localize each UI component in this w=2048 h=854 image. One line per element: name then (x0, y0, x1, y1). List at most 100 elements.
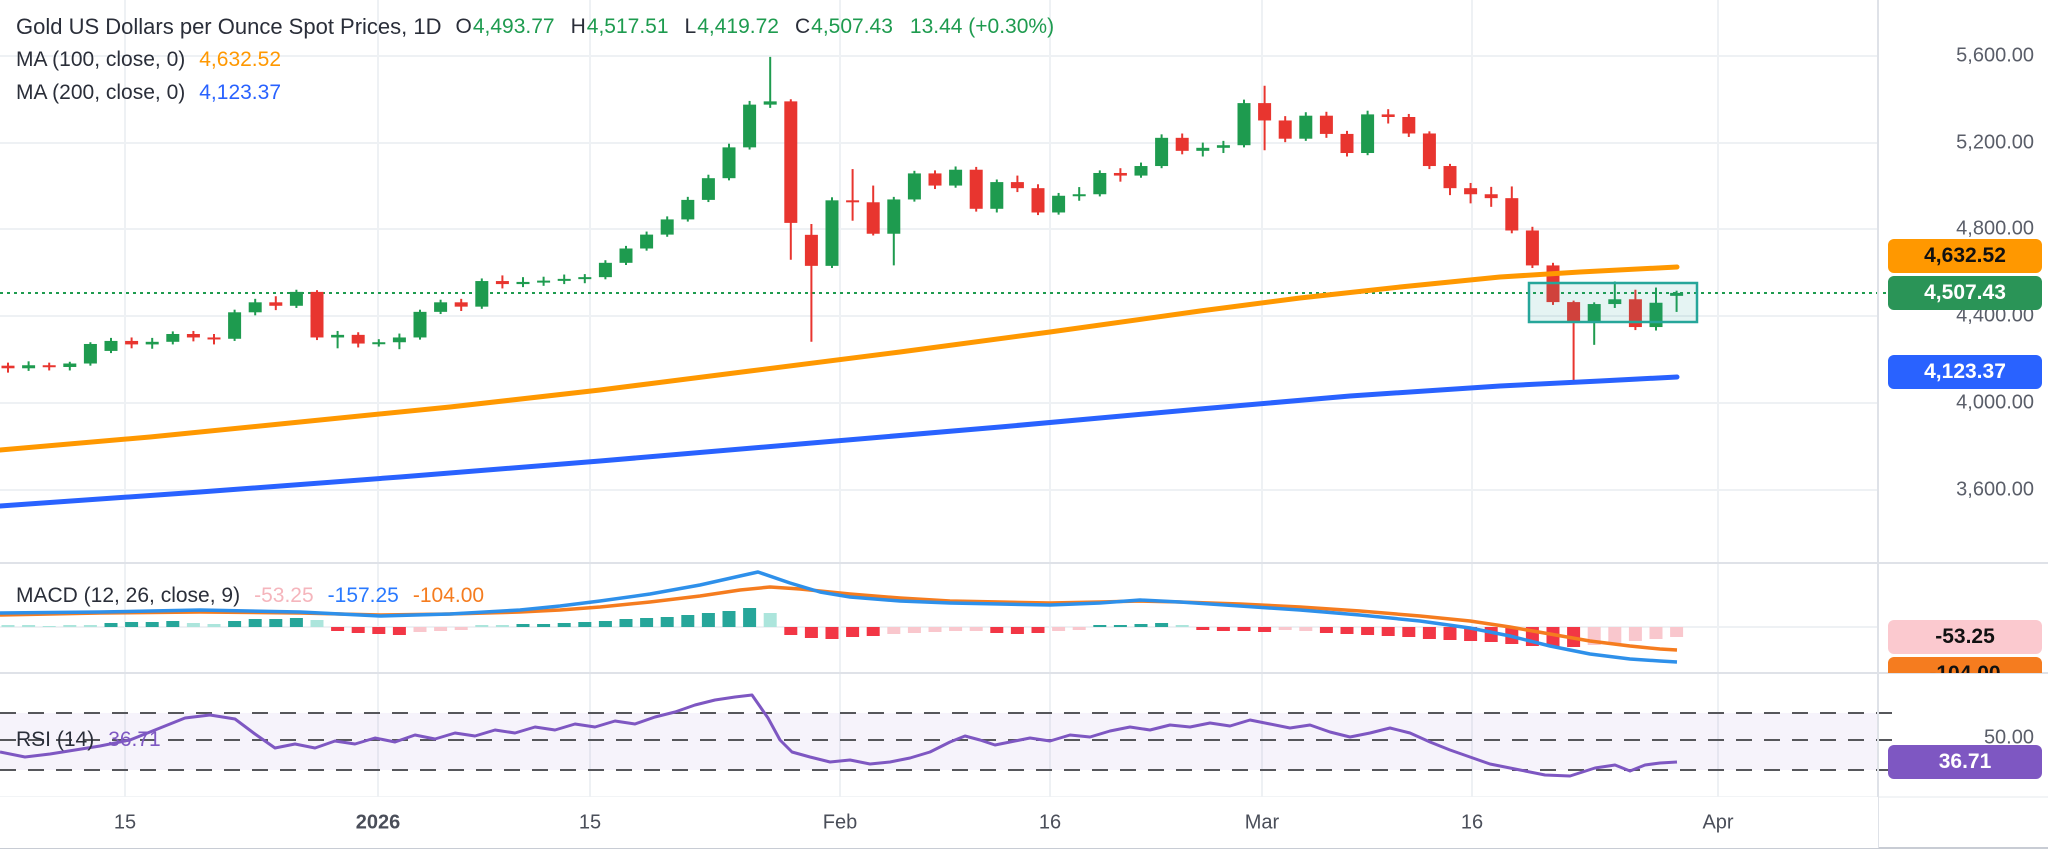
candle (1587, 304, 1601, 323)
candle (1670, 292, 1684, 296)
ohlc-item-change: 13.44 (+0.30%) (909, 15, 1055, 38)
time-axis-label-apr: Apr (1702, 811, 1734, 833)
candle (598, 262, 612, 278)
macd-hist-badge: -53.25 (1888, 620, 2042, 654)
rsi-label: RSI (14) (16, 728, 95, 751)
candle (495, 281, 509, 285)
macd-line (0, 570, 1678, 664)
candle (1628, 299, 1642, 328)
candle (1237, 103, 1251, 146)
price-axis-label: 4,800.00 (1956, 217, 2034, 240)
candle (310, 291, 324, 338)
candle (784, 101, 798, 223)
macd-signal-value: -104.00 (412, 584, 485, 607)
ohlc-item-O: O 4,493.77 (455, 15, 555, 38)
candle (990, 182, 1004, 209)
candle (331, 334, 345, 338)
candle (1216, 145, 1230, 148)
ma200-legend[interactable]: MA (200, close, 0) 4,123.37 (16, 81, 281, 105)
rsi-line (0, 693, 1678, 778)
time-axis-label-16: 16 (1038, 811, 1062, 833)
ma100-value: 4,632.52 (199, 48, 281, 71)
ma200-label: MA (200, close, 0) (16, 81, 186, 104)
candle (578, 277, 592, 280)
candle (248, 302, 262, 313)
ma100-legend[interactable]: MA (100, close, 0) 4,632.52 (16, 48, 281, 72)
candle (1010, 182, 1024, 189)
candle (42, 365, 56, 368)
macd-label: MACD (12, 26, close, 9) (16, 584, 241, 607)
candle (804, 234, 818, 266)
candle (1608, 299, 1622, 305)
candle (83, 343, 97, 364)
candle (413, 311, 427, 338)
ma100-line (0, 264, 1680, 453)
ma100-badge: 4,632.52 (1888, 239, 2042, 273)
candle (1, 365, 15, 369)
candle (207, 337, 221, 340)
time-axis-label-mar: Mar (1244, 811, 1280, 833)
candle (1319, 115, 1333, 134)
candle (640, 234, 654, 249)
candle (1175, 137, 1189, 151)
candle (1422, 133, 1436, 167)
price-axis-label: 4,400.00 (1956, 304, 2034, 327)
ohlc-item-C: C 4,507.43 (794, 15, 893, 38)
macd-pane (0, 570, 1684, 664)
ma200-line (0, 374, 1680, 509)
rsi-badge: 36.71 (1888, 745, 2042, 779)
candle (1113, 172, 1127, 176)
candle (660, 219, 674, 235)
candle (1299, 115, 1313, 139)
time-axis-label-15: 15 (578, 811, 602, 833)
symbol-title: Gold US Dollars per Ounce Spot Prices, 1… (16, 14, 442, 39)
symbol-header[interactable]: Gold US Dollars per Ounce Spot Prices, 1… (16, 14, 1054, 40)
candle (1443, 166, 1457, 189)
price-axis[interactable]: 5,600.00 5,200.00 4,800.00 4,400.00 4,000.00… (1878, 0, 2048, 848)
price-axis-label: 5,600.00 (1956, 44, 2034, 67)
gridlines (0, 0, 1878, 797)
candle (619, 248, 633, 263)
last-price-badge: 4,507.43 (1888, 276, 2042, 310)
candle (1402, 116, 1416, 134)
macd-line-value: -157.25 (327, 584, 399, 607)
candle (825, 200, 839, 266)
candle (1052, 195, 1066, 213)
candle (475, 281, 489, 307)
candle (269, 302, 283, 306)
candle (1525, 230, 1539, 266)
candle (104, 340, 118, 351)
rsi-legend[interactable]: RSI (14) 36.71 (16, 728, 161, 752)
time-axis-label-15: 15 (113, 811, 137, 833)
candle (1196, 147, 1210, 151)
macd-legend[interactable]: MACD (12, 26, close, 9) -53.25 -157.25 -… (16, 584, 484, 608)
price-axis-label: 5,200.00 (1956, 131, 2034, 154)
candle (701, 178, 715, 200)
candle (1464, 188, 1478, 195)
candle (1381, 114, 1395, 117)
ohlc-item-L: L 4,419.72 (684, 15, 779, 38)
time-axis-label-feb: Feb (822, 811, 858, 833)
price-axis-label: 3,600.00 (1956, 478, 2034, 501)
ohlc-item-H: H 4,517.51 (570, 15, 669, 38)
candle (928, 173, 942, 186)
candle (186, 333, 200, 338)
price-axis-label: 4,000.00 (1956, 391, 2034, 414)
candle (743, 104, 757, 148)
candle (1134, 166, 1148, 176)
ma200-badge: 4,123.37 (1888, 355, 2042, 389)
rsi-pane (0, 693, 1892, 778)
ma200-value: 4,123.37 (199, 81, 281, 104)
candle (1567, 302, 1581, 323)
candle (63, 363, 77, 367)
candle (1031, 188, 1045, 213)
ma100-label: MA (100, close, 0) (16, 48, 186, 71)
candle (392, 337, 406, 343)
candle (557, 278, 571, 281)
candle (516, 281, 530, 285)
time-axis-label-16: 16 (1460, 811, 1484, 833)
time-axis[interactable]: 15 2026 15 Feb 16 Mar 16 Apr (0, 797, 1878, 848)
macd-signal-badge: -104.00 (1888, 657, 2042, 673)
